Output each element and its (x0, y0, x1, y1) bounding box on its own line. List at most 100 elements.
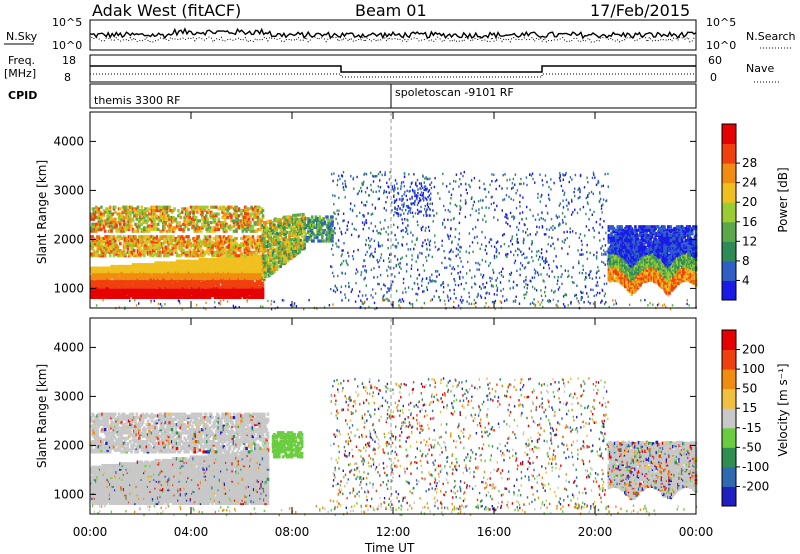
range-time-cell (218, 261, 222, 265)
range-time-cell (95, 254, 98, 258)
range-time-cell (101, 282, 104, 286)
range-time-cell (174, 283, 178, 287)
range-time-cell (146, 219, 150, 223)
range-time-cell (257, 205, 261, 209)
range-time-cell (126, 266, 130, 270)
range-time-cell (244, 288, 247, 293)
range-time-cell (132, 288, 136, 293)
range-time-cell (251, 207, 255, 211)
range-time-cell (108, 282, 112, 286)
range-time-cell (150, 240, 154, 244)
range-time-cell (90, 285, 93, 289)
range-time-cell (153, 264, 156, 269)
range-time-cell (257, 280, 261, 284)
range-time-cell (148, 229, 151, 233)
range-time-cell (250, 290, 253, 294)
range-time-cell (135, 271, 139, 275)
range-time-cell (156, 285, 160, 289)
range-time-cell (119, 287, 122, 291)
range-time-cell (155, 214, 159, 218)
range-time-cell (141, 270, 145, 274)
range-time-cell (179, 215, 183, 220)
range-time-cell (203, 294, 207, 298)
range-time-cell (126, 270, 130, 274)
range-time-cell (260, 275, 263, 279)
range-time-cell (111, 275, 115, 279)
nave-trace (90, 73, 696, 78)
range-time-cell (297, 213, 300, 217)
range-time-cell (178, 212, 181, 216)
range-time-cell (155, 235, 159, 239)
range-time-cell (235, 254, 238, 258)
range-time-cell (116, 212, 120, 216)
range-time-cell (251, 256, 255, 260)
range-time-cell (124, 268, 127, 272)
range-time-cell (148, 273, 151, 277)
range-time-cell (235, 268, 238, 272)
range-time-cell (159, 282, 162, 286)
range-time-cell (132, 252, 136, 256)
range-time-cell (90, 254, 93, 258)
range-time-cell (169, 292, 173, 296)
range-time-cell (247, 247, 251, 251)
range-time-cell (254, 256, 257, 260)
range-time-cell (216, 266, 219, 270)
range-time-cell (235, 294, 238, 298)
range-time-cell (102, 271, 106, 275)
range-time-cell (138, 224, 141, 228)
range-time-cell (326, 215, 329, 219)
range-time-cell (233, 219, 237, 223)
range-time-cell (233, 270, 237, 274)
range-time-cell (151, 266, 155, 270)
range-time-cell (117, 238, 121, 242)
range-time-cell (124, 275, 127, 279)
range-time-cell (138, 264, 141, 269)
range-time-cell (122, 273, 126, 277)
range-time-cell (100, 212, 103, 216)
range-time-cell (146, 215, 150, 220)
range-time-cell (212, 285, 216, 289)
range-time-cell (212, 271, 216, 275)
range-time-cell (119, 242, 122, 246)
range-time-cell (105, 245, 108, 249)
range-time-cell (213, 295, 217, 299)
range-time-cell (145, 278, 149, 282)
range-time-cell (236, 276, 239, 281)
range-time-cell (90, 242, 93, 246)
range-time-cell (192, 210, 195, 214)
range-time-cell (184, 268, 188, 272)
range-time-cell (259, 254, 262, 258)
range-time-cell (188, 278, 192, 282)
range-time-cell (102, 268, 106, 272)
range-time-cell (230, 283, 233, 287)
range-time-cell (103, 254, 107, 258)
range-time-cell (203, 240, 207, 244)
range-time-cell (107, 266, 111, 270)
range-time-cell (318, 215, 322, 219)
range-time-cell (188, 280, 192, 284)
range-time-cell (218, 276, 222, 281)
beam-title: Beam 01 (355, 1, 427, 20)
range-time-cell (188, 276, 192, 281)
range-time-cell (211, 294, 214, 298)
range-time-cell (255, 261, 258, 265)
range-time-cell (100, 288, 103, 293)
range-time-cell (134, 275, 137, 279)
range-time-cell (138, 270, 141, 274)
range-time-cell (608, 260, 612, 264)
range-time-cell (179, 227, 183, 232)
range-time-cell (226, 270, 229, 274)
range-time-cell (126, 205, 130, 209)
range-time-cell (126, 290, 130, 294)
range-time-cell (183, 259, 186, 263)
range-time-cell (206, 235, 209, 239)
range-time-cell (93, 275, 97, 279)
range-time-cell (217, 264, 221, 269)
range-time-cell (221, 282, 224, 286)
range-time-cell (227, 282, 231, 286)
range-time-cell (158, 205, 161, 209)
range-time-cell (100, 290, 103, 294)
range-time-cell (90, 283, 93, 287)
range-time-cell (156, 250, 160, 254)
range-time-cell (163, 226, 166, 230)
